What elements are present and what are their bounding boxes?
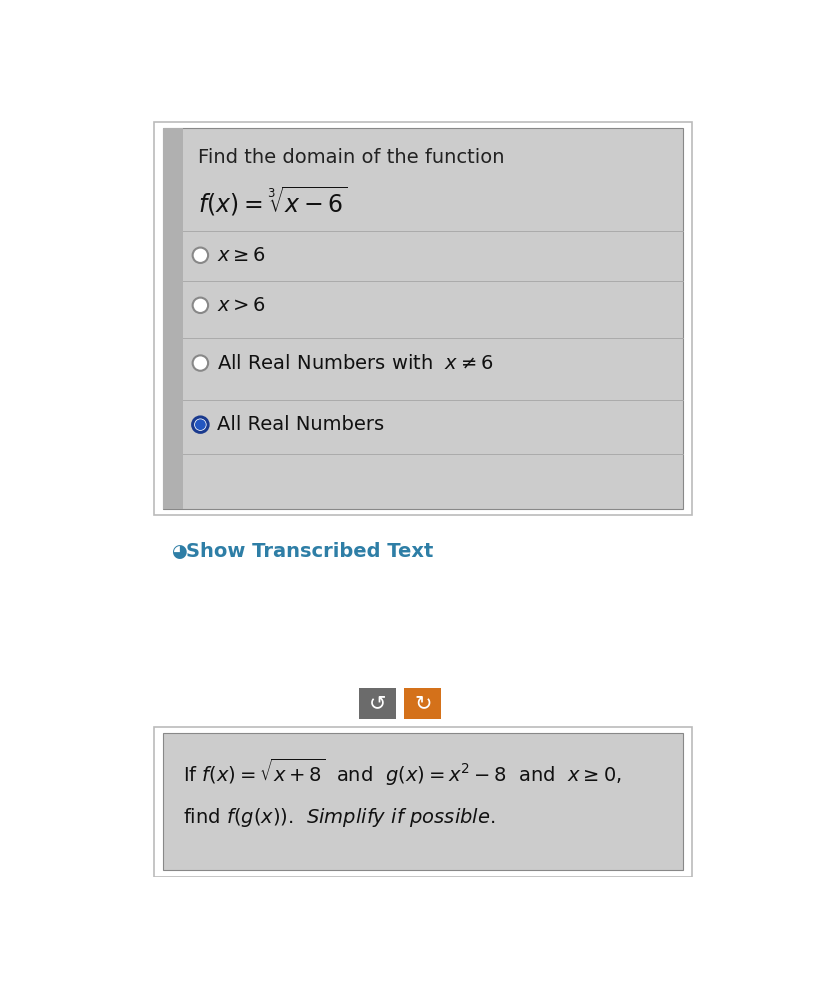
Text: $f(x)=\sqrt[3]{x-6}$: $f(x)=\sqrt[3]{x-6}$: [198, 184, 347, 218]
Text: ◕: ◕: [170, 543, 186, 560]
Text: ↻: ↻: [414, 693, 431, 713]
FancyBboxPatch shape: [163, 128, 682, 508]
Circle shape: [194, 420, 206, 430]
Text: If $f(x)=\sqrt{x+8}$  and  $g(x)=x^2-8$  and  $x\geq 0$,: If $f(x)=\sqrt{x+8}$ and $g(x)=x^2-8$ an…: [182, 757, 620, 788]
FancyBboxPatch shape: [154, 727, 691, 877]
Text: All Real Numbers with  $x \neq 6$: All Real Numbers with $x \neq 6$: [218, 354, 494, 372]
FancyBboxPatch shape: [359, 688, 396, 719]
Circle shape: [193, 247, 208, 263]
Circle shape: [193, 297, 208, 313]
FancyBboxPatch shape: [163, 128, 182, 508]
Circle shape: [193, 417, 208, 432]
FancyBboxPatch shape: [154, 122, 691, 515]
FancyBboxPatch shape: [404, 688, 441, 719]
Text: $x > 6$: $x > 6$: [218, 296, 266, 315]
Text: $x \geq 6$: $x \geq 6$: [218, 246, 266, 265]
Text: ↺: ↺: [369, 693, 386, 713]
Circle shape: [193, 356, 208, 370]
Text: Show Transcribed Text: Show Transcribed Text: [186, 542, 433, 561]
Text: Find the domain of the function: Find the domain of the function: [198, 148, 504, 167]
Text: All Real Numbers: All Real Numbers: [218, 415, 384, 434]
Text: find $f(g(x))$.  $\mathit{Simplify\ if\ possible.}$: find $f(g(x))$. $\mathit{Simplify\ if\ p…: [182, 806, 495, 828]
FancyBboxPatch shape: [163, 733, 682, 871]
